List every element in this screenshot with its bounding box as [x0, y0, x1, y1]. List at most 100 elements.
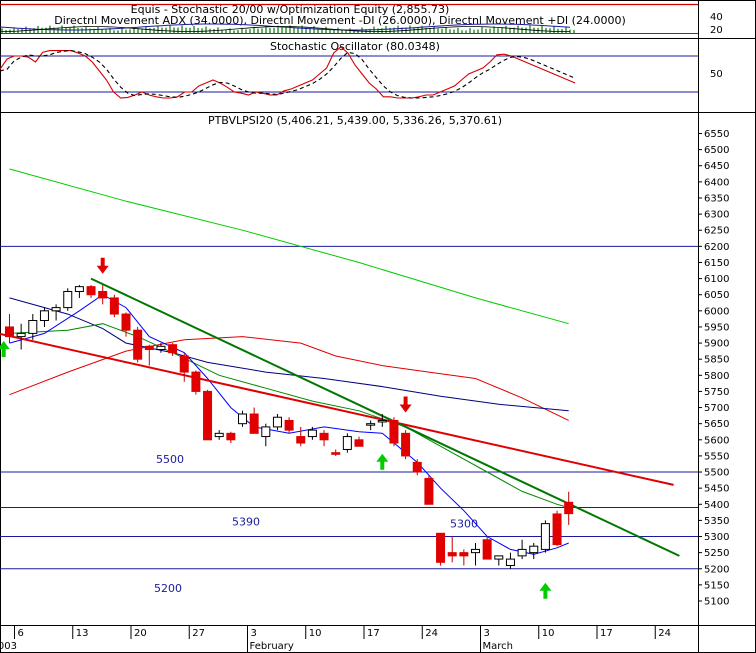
candle-up [517, 539, 527, 560]
x-tick-label: 17 [600, 628, 613, 639]
price-y-tick-label: 5300 [704, 532, 729, 543]
candle-down [121, 312, 131, 337]
price-y-tick-label: 5450 [704, 484, 729, 495]
price-y-tick-label: 6300 [704, 210, 729, 221]
candle-down [319, 430, 329, 447]
candle-body [74, 286, 84, 292]
candle-up [39, 307, 49, 327]
price-y-tick-label: 5150 [704, 580, 729, 591]
candle-body [354, 439, 364, 447]
candle-body [121, 313, 131, 331]
equity-y-tick-20: 20 [710, 25, 723, 36]
candle-up [307, 426, 317, 440]
candle-body [436, 532, 446, 563]
price-y-tick-label: 5800 [704, 371, 729, 382]
stochastic-k-line [0, 46, 576, 99]
candle-body [540, 523, 550, 550]
stochastic-panel: Stochastic Oscillator (80.0348) 50 [270, 40, 723, 80]
candle-down [401, 430, 411, 460]
candle-up [471, 542, 480, 566]
candle-body [296, 436, 306, 444]
price-y-tick-label: 6350 [704, 193, 729, 204]
candle-body [51, 307, 61, 312]
candle-up [540, 520, 550, 553]
candle-down [191, 370, 201, 395]
price-y-tick-label: 5100 [704, 597, 729, 608]
moving-average-green [9, 168, 569, 325]
dmi-plus-line [0, 23, 571, 31]
buy-signal-arrow [539, 582, 552, 599]
candle-body [459, 552, 469, 557]
candle-down [203, 389, 213, 441]
x-tick-label: 10 [309, 628, 322, 639]
candle-body [28, 320, 38, 334]
candle-body [494, 555, 504, 560]
price-y-tick-label: 5400 [704, 500, 729, 511]
candle-up [156, 343, 166, 353]
candle-body [552, 513, 562, 546]
candle-down [296, 426, 306, 447]
candle-body [389, 419, 399, 444]
candle-up [51, 304, 61, 321]
candle-body [133, 329, 143, 360]
candle-body [319, 432, 329, 441]
price-title: PTBVLPSI20 (5,406.21, 5,439.00, 5,336.26… [208, 114, 502, 127]
candle-body [109, 297, 119, 315]
month-label: 003 [0, 641, 17, 652]
price-y-tick-label: 6400 [704, 177, 729, 188]
candle-body [272, 416, 282, 428]
candle-body [249, 413, 259, 434]
candle-body [424, 477, 434, 505]
candle-body [377, 419, 387, 423]
candle-body [447, 552, 457, 557]
trendline-red [0, 332, 674, 486]
candle-down [179, 352, 189, 382]
price-y-tick-label: 5700 [704, 403, 729, 414]
dmi-minus-line [0, 26, 570, 32]
price-y-tick-label: 5200 [704, 564, 729, 575]
candle-up [505, 552, 515, 569]
candle-down [249, 407, 259, 434]
candle-body [331, 452, 341, 455]
candle-body [214, 432, 224, 438]
candle-body [226, 432, 236, 441]
price-y-tick-label: 5900 [704, 339, 729, 350]
candle-down [331, 449, 341, 456]
candle-body [86, 286, 96, 296]
x-tick-label: 24 [425, 628, 438, 639]
support-level-label: 5500 [156, 453, 184, 466]
candle-down [284, 417, 294, 434]
moving-average-navy [9, 297, 569, 412]
candle-body [482, 539, 492, 560]
price-y-tick-label: 5350 [704, 516, 729, 527]
candle-body [179, 355, 189, 373]
buy-signal-arrow [376, 453, 389, 470]
equity-panel-title: Equis - Stochastic 20/00 w/Optimization … [131, 3, 450, 16]
candle-body [284, 419, 294, 431]
price-y-tick-label: 6500 [704, 145, 729, 156]
x-tick-label: 24 [658, 628, 671, 639]
candle-down [447, 536, 457, 563]
candle-up [238, 410, 247, 427]
x-tick-label: 3 [251, 628, 257, 639]
x-tick-label: 20 [134, 628, 147, 639]
moving-average-dark-green [9, 323, 569, 508]
candle-down [133, 326, 143, 363]
candle-body [39, 310, 49, 321]
candle-up [261, 423, 271, 447]
moving-average-red [9, 336, 569, 421]
x-tick-label: 6 [18, 628, 24, 639]
candle-down [86, 285, 96, 298]
trendline-green [90, 277, 680, 557]
sell-signal-arrow [96, 257, 109, 274]
support-level-label: 5390 [232, 516, 260, 529]
stochastic-y-tick-50: 50 [710, 69, 723, 80]
price-y-tick-label: 6000 [704, 306, 729, 317]
support-level-label: 5200 [154, 582, 182, 595]
price-y-tick-label: 6050 [704, 290, 729, 301]
candle-up [214, 430, 224, 440]
stochastic-d-line [0, 50, 576, 99]
candle-body [401, 432, 411, 457]
candle-up [377, 414, 387, 427]
